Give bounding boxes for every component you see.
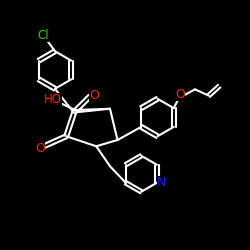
Text: HO: HO: [44, 93, 62, 106]
Text: N: N: [157, 176, 166, 189]
Text: Cl: Cl: [38, 29, 49, 42]
Text: O: O: [35, 142, 45, 155]
Text: O: O: [175, 88, 185, 102]
Text: O: O: [89, 89, 99, 102]
